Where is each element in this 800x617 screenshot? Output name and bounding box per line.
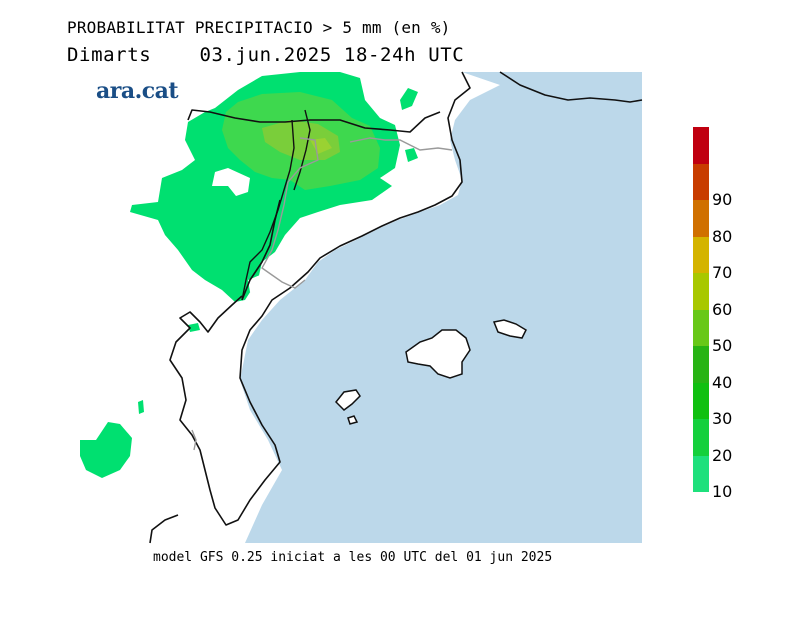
legend-band bbox=[693, 309, 709, 346]
period-label: 18-24h UTC bbox=[343, 44, 465, 66]
island-menorca bbox=[492, 319, 527, 339]
province-lines bbox=[191, 137, 453, 451]
legend-tick-label: 70 bbox=[712, 263, 733, 282]
legend-band bbox=[693, 200, 709, 237]
islands bbox=[334, 319, 527, 425]
legend-tick-label: 50 bbox=[712, 336, 733, 355]
legend-tick-label: 20 bbox=[712, 445, 733, 465]
island-mallorca bbox=[405, 329, 471, 379]
legend-band bbox=[693, 127, 709, 164]
legend-tick-label: 80 bbox=[712, 226, 733, 246]
legend-tick-label: 10 bbox=[712, 482, 733, 501]
legend-band bbox=[693, 455, 709, 492]
border-lines bbox=[241, 109, 311, 301]
legend-tick-label: 40 bbox=[712, 372, 733, 392]
forecast-time: Dimarts 03.jun.2025 18-24h UTC bbox=[67, 44, 464, 66]
sea bbox=[240, 72, 642, 543]
island-ibiza bbox=[334, 389, 361, 411]
legend-band bbox=[693, 236, 709, 273]
legend-band bbox=[693, 419, 709, 456]
legend-band bbox=[693, 163, 709, 200]
legend-band bbox=[693, 382, 709, 419]
map-title: PROBABILITAT PRECIPITACIO > 5 mm (en %) bbox=[67, 18, 451, 37]
precip-area bbox=[80, 72, 418, 478]
legend-tick-label: 60 bbox=[712, 299, 733, 319]
legend-tick-label: 90 bbox=[712, 190, 733, 209]
ara-cat-logo: ara.cat bbox=[96, 78, 179, 104]
date-label: 03.jun.2025 bbox=[199, 44, 332, 66]
model-info: model GFS 0.25 iniciat a les 00 UTC del … bbox=[153, 550, 553, 565]
legend-band bbox=[693, 273, 709, 310]
legend-tick-label: 30 bbox=[712, 409, 733, 428]
legend-band bbox=[693, 346, 709, 383]
island-formentera bbox=[347, 415, 359, 425]
day-label: Dimarts bbox=[67, 44, 152, 66]
